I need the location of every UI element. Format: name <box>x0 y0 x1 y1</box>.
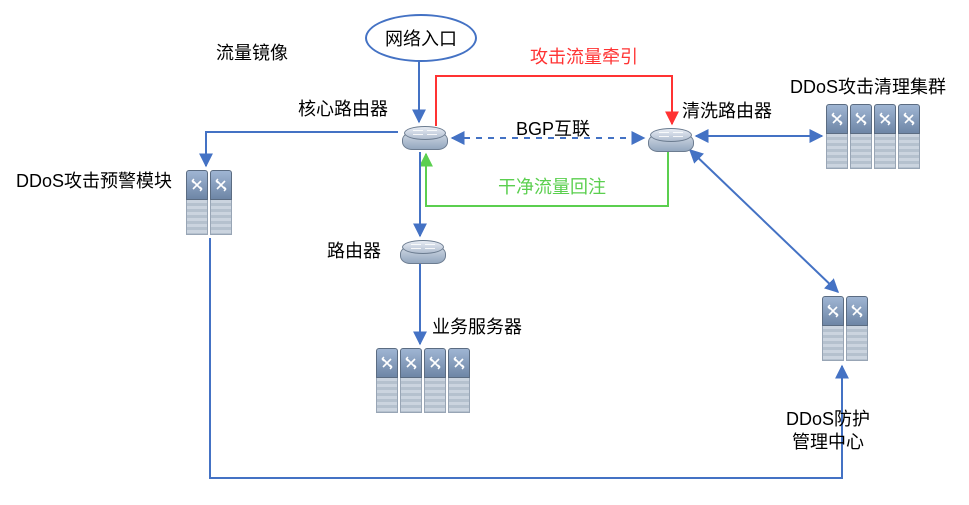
label-business-servers: 业务服务器 <box>432 316 522 339</box>
edge-core_to_mirror <box>206 132 398 166</box>
server-rack-icon <box>822 296 868 361</box>
label-ddos-warning-module: DDoS攻击预警模块 <box>16 170 172 193</box>
server-rack-icon <box>376 348 470 413</box>
diagram-canvas: 网络入口 核心路由器 清洗路由器 路由器 业务服务器 DDoS攻击预警模块 DD… <box>0 0 969 505</box>
node-network-entry-label: 网络入口 <box>385 25 457 51</box>
label-router: 路由器 <box>327 240 381 263</box>
server-rack-icon <box>186 170 232 235</box>
router-icon <box>648 128 692 150</box>
server-rack-icon <box>826 104 920 169</box>
label-traffic-mirror: 流量镜像 <box>216 42 288 65</box>
label-scrub-router: 清洗路由器 <box>682 100 772 123</box>
edge-scrub_to_mgmt <box>690 150 838 292</box>
router-icon <box>402 126 446 148</box>
router-icon <box>400 240 444 262</box>
label-ddos-cleaning-cluster: DDoS攻击清理集群 <box>790 76 946 99</box>
label-bgp-interconnect: BGP互联 <box>516 118 590 141</box>
edge-warning_to_mgmt <box>210 238 842 478</box>
label-clean-traffic-reinject: 干净流量回注 <box>498 176 606 199</box>
label-attack-traffic-pull: 攻击流量牵引 <box>530 46 638 69</box>
node-network-entry: 网络入口 <box>365 14 477 62</box>
label-ddos-management-center: DDoS防护管理中心 <box>786 408 870 453</box>
label-core-router: 核心路由器 <box>298 98 388 121</box>
